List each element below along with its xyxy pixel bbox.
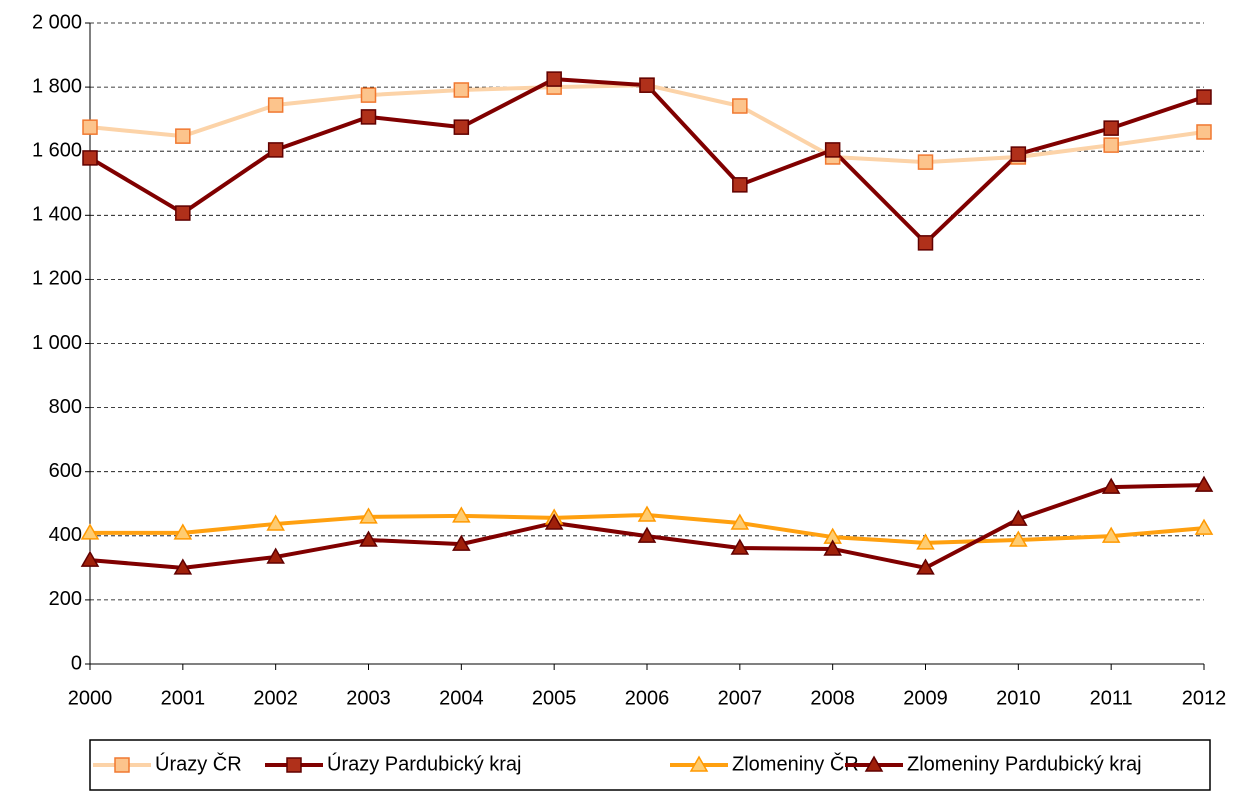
y-tick-label: 1 200: [32, 268, 82, 290]
point: [173, 523, 193, 540]
point: [637, 526, 657, 543]
x-tick-label: 2007: [718, 687, 763, 709]
legend-label: Úrazy ČR: [155, 752, 242, 775]
point: [637, 505, 657, 522]
x-tick-label: 2008: [810, 687, 855, 709]
point: [452, 506, 471, 523]
y-tick-label: 400: [49, 524, 82, 546]
x-tick-label: 2001: [161, 687, 206, 709]
point: [80, 550, 100, 567]
point: [1101, 477, 1121, 494]
point: [917, 154, 934, 170]
x-tick-label: 2000: [68, 687, 113, 709]
y-tick-label: 200: [49, 588, 82, 610]
legend-label: Zlomeniny ČR: [732, 752, 859, 775]
x-tick-label: 2005: [532, 687, 577, 709]
point: [1010, 146, 1027, 162]
x-tick-label: 2004: [439, 687, 484, 709]
point: [80, 523, 100, 540]
point: [824, 142, 841, 158]
point: [1196, 124, 1212, 140]
x-tick-label: 2012: [1182, 687, 1227, 709]
legend-marker: [864, 755, 884, 772]
point: [453, 119, 470, 135]
point: [360, 87, 377, 103]
y-tick-label: 1 400: [32, 204, 82, 226]
point: [360, 109, 377, 125]
series-line: [88, 77, 1205, 245]
legend-marker: [286, 757, 302, 773]
point: [267, 97, 284, 113]
point: [639, 77, 655, 93]
x-tick-label: 2011: [1090, 687, 1133, 709]
point: [916, 558, 935, 575]
legend-box: [89, 739, 1211, 791]
y-tick-label: 600: [49, 460, 82, 482]
point: [1009, 509, 1028, 526]
y-tick-label: 1 000: [32, 332, 82, 354]
point: [359, 530, 378, 547]
legend-marker: [114, 757, 130, 773]
point: [732, 98, 748, 114]
point: [82, 119, 98, 135]
legend-label: Úrazy Pardubický kraj: [327, 752, 522, 775]
point: [916, 533, 935, 550]
point: [730, 513, 750, 530]
point: [823, 539, 842, 556]
point: [544, 513, 564, 530]
point: [1103, 120, 1119, 136]
point: [1194, 475, 1214, 492]
point: [1196, 89, 1212, 105]
legend-marker: [689, 755, 709, 772]
y-tick-label: 2 000: [32, 11, 82, 33]
point: [730, 538, 750, 555]
point: [452, 534, 471, 551]
point: [359, 507, 378, 524]
point: [546, 71, 562, 87]
point: [1009, 530, 1028, 547]
point: [1101, 526, 1121, 543]
point: [175, 128, 191, 144]
x-tick-label: 2009: [903, 687, 948, 709]
point: [1194, 518, 1214, 535]
x-tick-label: 2010: [996, 687, 1041, 709]
x-tick-label: 2002: [253, 687, 298, 709]
point: [732, 177, 748, 193]
point: [82, 150, 98, 166]
point: [266, 514, 285, 531]
y-tick-label: 1 800: [32, 75, 82, 97]
x-tick-label: 2003: [346, 687, 391, 709]
point: [917, 235, 934, 251]
point: [266, 547, 285, 564]
y-tick-label: 1 600: [32, 139, 82, 161]
y-tick-label: 800: [49, 396, 82, 418]
y-tick-label: 0: [71, 652, 82, 674]
x-tick-label: 2006: [625, 687, 670, 709]
point: [1103, 137, 1119, 153]
point: [267, 142, 284, 158]
legend-label: Zlomeniny Pardubický kraj: [907, 753, 1142, 775]
point: [175, 205, 191, 221]
point: [173, 558, 193, 575]
point: [453, 82, 470, 98]
